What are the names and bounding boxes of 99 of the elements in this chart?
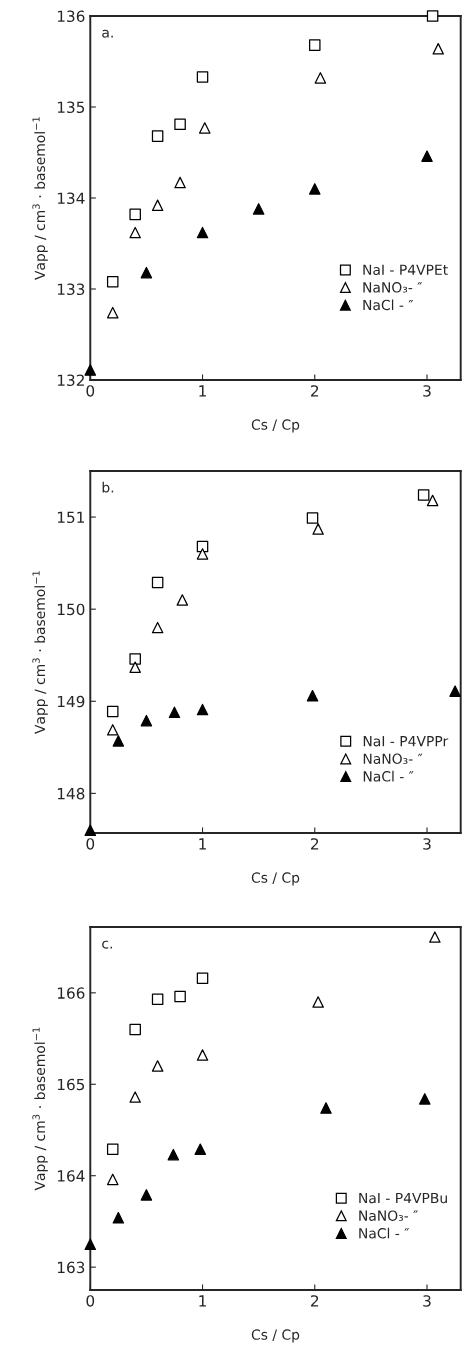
legend-label: NaNO₃- ″: [363, 282, 423, 293]
y-axis-title: Vapp / cm$^{3}$ · basemol$^{−1}$: [32, 571, 48, 734]
point: [449, 685, 461, 697]
x-tick-label: 0: [86, 385, 95, 397]
point: [140, 714, 153, 727]
legend-label: NaCl - ″: [363, 770, 414, 782]
x-axis-title: Cs / Cp: [251, 1329, 300, 1343]
x-tick-label: 3: [423, 385, 431, 397]
point: [151, 621, 164, 634]
legend-label: NaCl - ″: [359, 1227, 410, 1239]
point: [129, 653, 141, 665]
point: [196, 972, 209, 984]
point: [129, 1091, 141, 1103]
point: [429, 931, 441, 943]
x-tick-label: 3: [423, 1295, 431, 1307]
point: [176, 594, 189, 606]
x-tick-label: 2: [311, 838, 319, 850]
point: [306, 512, 319, 524]
y-tick-label: 163: [57, 1261, 85, 1274]
y-tick-label: 133: [57, 283, 85, 296]
point: [174, 118, 186, 131]
point: [151, 130, 164, 142]
point: [174, 990, 186, 1003]
annotation: c.: [102, 940, 112, 949]
point: [198, 122, 211, 134]
annotation: b.: [102, 481, 114, 493]
point: [196, 226, 209, 239]
x-tick-label: 0: [86, 1295, 95, 1307]
point: [418, 1093, 431, 1105]
point: [421, 150, 433, 162]
y-tick-label: 150: [57, 603, 85, 616]
x-tick-label: 3: [423, 838, 431, 850]
legend-label: NaI - P4VPEt: [363, 264, 448, 275]
point: [106, 275, 119, 288]
point: [196, 703, 209, 716]
point: [196, 71, 209, 83]
point: [106, 1143, 119, 1155]
point: [312, 996, 324, 1008]
point: [129, 208, 141, 221]
y-tick-label: 166: [57, 987, 85, 999]
point: [306, 689, 319, 702]
x-tick-label: 2: [311, 1295, 319, 1307]
x-axis-title: Cs / Cp: [251, 872, 300, 886]
point: [314, 72, 327, 84]
point: [84, 1238, 97, 1251]
legend-label: NaI - P4VPBu: [359, 1192, 447, 1204]
point: [151, 576, 164, 589]
point: [112, 1211, 125, 1224]
point: [426, 494, 439, 507]
point: [84, 364, 97, 376]
point: [320, 1102, 332, 1114]
x-axis-title: Cs / Cp: [251, 419, 300, 433]
legend-label: NaNO₃- ″: [359, 1210, 418, 1221]
point: [129, 1023, 141, 1036]
point: [129, 226, 141, 239]
annotation: a.: [102, 29, 113, 38]
y-axis-title: Vapp / cm$^{3}$ · basemol$^{−1}$: [32, 117, 48, 280]
point: [151, 1060, 164, 1072]
y-tick-label: 132: [57, 374, 84, 387]
point: [151, 199, 164, 212]
x-tick-label: 1: [199, 1295, 206, 1307]
y-tick-label: 148: [57, 787, 85, 800]
point: [196, 1049, 209, 1061]
point: [432, 42, 445, 55]
point: [312, 523, 324, 535]
x-tick-label: 2: [311, 385, 319, 397]
y-tick-label: 151: [57, 511, 85, 524]
point: [106, 1173, 119, 1186]
x-tick-label: 0: [86, 838, 95, 850]
point: [106, 724, 119, 736]
point: [417, 489, 430, 501]
point: [129, 661, 141, 673]
point: [140, 1189, 153, 1201]
x-tick-label: 1: [199, 838, 206, 850]
point: [84, 824, 97, 837]
point: [308, 39, 321, 51]
y-tick-label: 134: [57, 192, 85, 205]
y-axis-title: Vapp / cm$^{3}$ · basemol$^{−1}$: [32, 1027, 48, 1191]
point: [151, 993, 164, 1006]
y-tick-label: 135: [57, 101, 85, 114]
legend-label: NaNO₃- ″: [363, 753, 423, 764]
point: [426, 10, 439, 22]
y-tick-label: 165: [57, 1078, 85, 1091]
y-tick-label: 164: [57, 1170, 85, 1182]
y-tick-label: 136: [57, 10, 85, 23]
point: [112, 735, 125, 747]
legend-label: NaCl - ″: [363, 299, 414, 311]
point: [194, 1143, 207, 1155]
point: [167, 1148, 180, 1161]
point: [308, 183, 321, 195]
point: [106, 705, 119, 718]
point: [174, 176, 186, 189]
x-tick-label: 1: [199, 385, 206, 397]
point: [252, 203, 265, 215]
point: [140, 266, 153, 279]
y-tick-label: 149: [57, 695, 85, 708]
point: [196, 548, 209, 560]
legend-label: NaI - P4VPPr: [363, 736, 449, 747]
point: [168, 706, 181, 719]
